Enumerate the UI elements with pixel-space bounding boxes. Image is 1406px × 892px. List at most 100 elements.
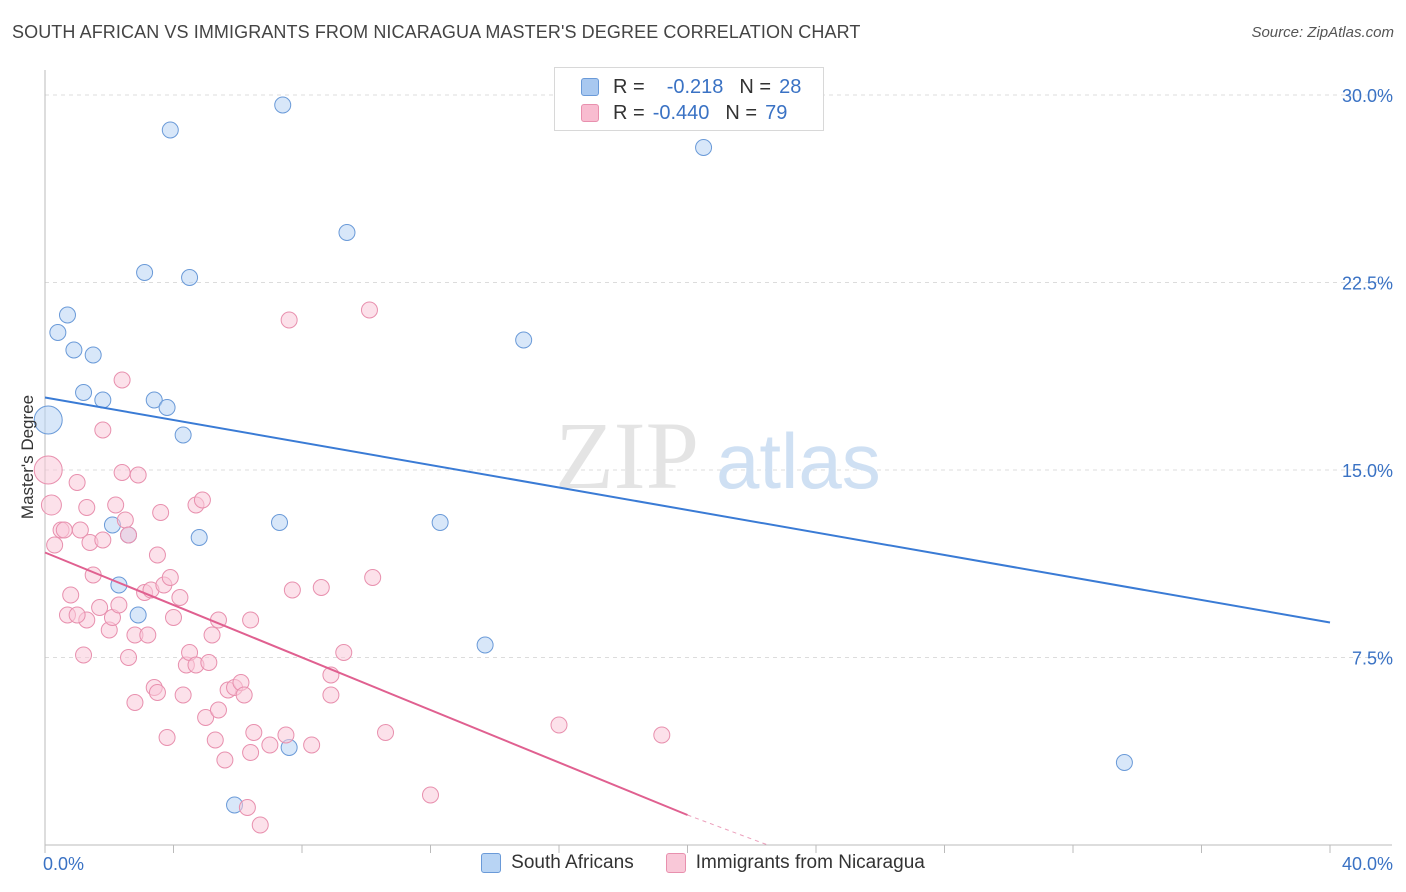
point-nicaragua (148, 684, 166, 701)
point-nicaragua (322, 686, 340, 704)
legend-label: South Africans (511, 852, 634, 873)
legend-item-south-africans: South Africans (481, 852, 634, 874)
point-nicaragua (335, 644, 353, 661)
y-tick-label: 7.5% (1352, 649, 1393, 669)
point-south-african (94, 391, 112, 409)
legend-r-label: R = (613, 101, 645, 124)
point-nicaragua (216, 751, 234, 769)
point-nicaragua (139, 626, 157, 644)
point-nicaragua (360, 301, 378, 319)
y-tick-label: 22.5% (1342, 274, 1393, 294)
point-nicaragua (129, 466, 147, 484)
point-nicaragua (46, 536, 64, 554)
point-south-african (84, 346, 102, 364)
legend-r-value: -0.440 (652, 101, 710, 124)
point-nicaragua (197, 709, 215, 726)
point-nicaragua (91, 599, 109, 616)
legend-swatch-blue (581, 78, 599, 96)
watermark-zip: ZIP (555, 402, 699, 509)
point-south-african (274, 96, 292, 114)
point-nicaragua (283, 581, 301, 599)
legend-item-nicaragua: Immigrants from Nicaragua (665, 852, 925, 874)
point-south-african (65, 341, 83, 359)
point-nicaragua (158, 729, 176, 746)
point-nicaragua (171, 589, 189, 606)
point-south-african (476, 636, 494, 654)
point-nicaragua (78, 499, 96, 516)
point-south-african (431, 514, 449, 531)
legend-n-value: 28 (779, 75, 802, 98)
trend-line-extension (687, 814, 768, 846)
point-nicaragua (68, 474, 86, 491)
point-nicaragua (206, 731, 224, 749)
point-nicaragua (120, 526, 138, 544)
point-south-african (1115, 754, 1133, 771)
point-nicaragua (126, 694, 144, 711)
point-south-african (145, 391, 163, 409)
legend-row-nicaragua: R = -0.440 N = 79 (581, 100, 787, 126)
point-nicaragua (193, 491, 211, 509)
point-nicaragua (238, 799, 256, 816)
y-axis-label: Master's Degree (18, 395, 37, 519)
point-nicaragua (277, 726, 295, 744)
point-nicaragua (245, 724, 263, 741)
point-nicaragua (653, 726, 671, 744)
legend: R = -0.218 N = 28 R = -0.440 N = 79 (554, 67, 824, 131)
point-nicaragua (152, 504, 170, 521)
point-nicaragua (94, 531, 112, 549)
legend-swatch-pink (665, 853, 686, 873)
point-nicaragua (203, 626, 221, 644)
point-nicaragua (113, 371, 131, 389)
point-nicaragua (68, 606, 86, 624)
point-nicaragua (209, 701, 227, 719)
data-points (33, 96, 1133, 834)
legend-row-south-africans: R = -0.218 N = 28 (581, 74, 801, 100)
trend-line-south-africans (44, 396, 1331, 624)
point-south-african (515, 331, 533, 349)
legend-r-value: -0.218 (666, 75, 724, 98)
legend-swatch-pink (581, 104, 599, 122)
point-nicaragua (550, 716, 568, 734)
grid-lines (45, 94, 1392, 658)
point-south-african (181, 269, 199, 286)
legend-n-label: N = (725, 101, 758, 124)
point-nicaragua (120, 649, 138, 666)
point-nicaragua (364, 569, 382, 586)
x-tick-label: 0.0% (43, 854, 84, 874)
point-nicaragua (161, 569, 179, 586)
point-nicaragua (94, 421, 112, 439)
point-nicaragua (312, 579, 330, 596)
point-nicaragua (280, 311, 298, 329)
point-nicaragua (200, 654, 218, 671)
legend-n-label: N = (739, 75, 772, 98)
trend-line-nicaragua (44, 551, 688, 816)
point-south-african (161, 121, 179, 139)
trend-lines (44, 396, 1331, 846)
point-south-african (174, 426, 192, 444)
point-south-african (338, 224, 356, 241)
point-nicaragua (116, 511, 134, 529)
legend-n-value: 79 (765, 101, 788, 124)
point-south-african (75, 384, 93, 401)
point-nicaragua (242, 744, 260, 761)
point-nicaragua (71, 521, 89, 539)
point-south-african (129, 606, 147, 624)
point-south-african (158, 399, 176, 416)
point-nicaragua (33, 455, 63, 485)
point-nicaragua (165, 609, 182, 626)
point-nicaragua (303, 736, 321, 754)
watermark: ZIP atlas (555, 402, 881, 509)
legend-label: Immigrants from Nicaragua (695, 852, 925, 873)
point-south-african (58, 306, 76, 324)
point-nicaragua (422, 786, 439, 804)
point-south-african (136, 264, 154, 281)
point-south-african (695, 139, 713, 156)
point-nicaragua (377, 724, 395, 741)
point-south-african (271, 514, 289, 531)
point-nicaragua (113, 464, 131, 481)
point-nicaragua (251, 816, 269, 834)
point-nicaragua (261, 736, 279, 754)
point-nicaragua (107, 496, 125, 514)
legend-swatch-blue (481, 853, 502, 873)
point-south-african (190, 529, 208, 546)
